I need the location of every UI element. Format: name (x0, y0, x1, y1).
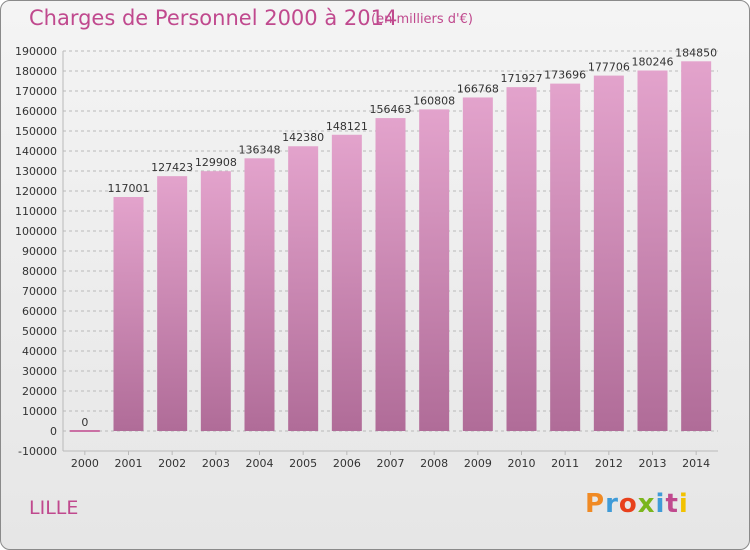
bar (593, 75, 624, 431)
logo-letter: t (665, 489, 679, 519)
y-tick-label: 130000 (15, 165, 57, 178)
data-label: 0 (81, 416, 88, 429)
y-tick-label: 60000 (22, 305, 57, 318)
y-tick-label: 30000 (22, 365, 57, 378)
x-tick-label: 2011 (551, 457, 579, 470)
data-label: 142380 (282, 131, 324, 144)
y-tick-label: 120000 (15, 185, 57, 198)
data-label: 184850 (675, 46, 717, 59)
bar (375, 118, 406, 431)
x-tick-label: 2004 (246, 457, 274, 470)
city-label: LILLE (29, 497, 79, 519)
logo-letter: P (585, 489, 606, 519)
bar (331, 134, 362, 431)
bar (506, 87, 537, 432)
chart-subtitle: (en milliers d'€) (371, 12, 473, 27)
data-label: 177706 (588, 61, 630, 74)
bar (157, 176, 188, 431)
data-label: 156463 (370, 103, 412, 116)
logo-letter: r (605, 489, 619, 519)
logo-letter: i (678, 489, 689, 519)
bar (550, 83, 581, 431)
logo-letter: o (618, 489, 638, 519)
y-tick-label: 10000 (22, 405, 57, 418)
bar (244, 158, 275, 431)
y-tick-label: 160000 (15, 105, 57, 118)
x-tick-label: 2009 (464, 457, 492, 470)
x-tick-label: 2006 (333, 457, 361, 470)
data-label: 117001 (108, 182, 150, 195)
y-tick-label: -10000 (18, 445, 57, 458)
bar (288, 146, 319, 432)
y-tick-label: 140000 (15, 145, 57, 158)
x-tick-label: 2012 (595, 457, 623, 470)
y-tick-label: 50000 (22, 325, 57, 338)
proxiti-logo[interactable]: Proxiti (585, 489, 689, 519)
logo-letter: x (637, 489, 656, 519)
y-tick-label: 180000 (15, 65, 57, 78)
data-label: 173696 (544, 69, 586, 82)
y-tick-label: 70000 (22, 285, 57, 298)
data-label: 171927 (501, 72, 543, 85)
bar (681, 61, 712, 432)
chart-title: Charges de Personnel 2000 à 2014 (29, 6, 398, 30)
x-tick-label: 2000 (71, 457, 99, 470)
y-tick-label: 40000 (22, 345, 57, 358)
y-tick-label: 80000 (22, 265, 57, 278)
x-tick-label: 2007 (377, 457, 405, 470)
y-tick-label: 110000 (15, 205, 57, 218)
x-tick-label: 2003 (202, 457, 230, 470)
data-label: 136348 (239, 143, 281, 156)
x-tick-label: 2001 (115, 457, 143, 470)
data-label: 160808 (413, 94, 455, 107)
y-tick-label: 0 (50, 425, 57, 438)
y-tick-label: 100000 (15, 225, 57, 238)
x-tick-label: 2013 (639, 457, 667, 470)
x-tick-label: 2002 (158, 457, 186, 470)
y-tick-label: 150000 (15, 125, 57, 138)
data-label: 129908 (195, 156, 237, 169)
y-tick-label: 20000 (22, 385, 57, 398)
bar (113, 196, 144, 431)
data-label: 148121 (326, 120, 368, 133)
x-tick-label: 2008 (420, 457, 448, 470)
bar (419, 109, 450, 431)
x-tick-label: 2014 (682, 457, 710, 470)
bar (637, 70, 668, 432)
x-tick-label: 2010 (508, 457, 536, 470)
data-label: 180246 (632, 56, 674, 69)
y-tick-label: 170000 (15, 85, 57, 98)
y-tick-label: 90000 (22, 245, 57, 258)
logo-letter: i (655, 489, 666, 519)
x-tick-label: 2005 (289, 457, 317, 470)
y-tick-label: 190000 (15, 45, 57, 58)
data-label: 166768 (457, 82, 499, 95)
data-label: 127423 (151, 161, 193, 174)
bar (200, 171, 231, 431)
bar (462, 97, 493, 432)
